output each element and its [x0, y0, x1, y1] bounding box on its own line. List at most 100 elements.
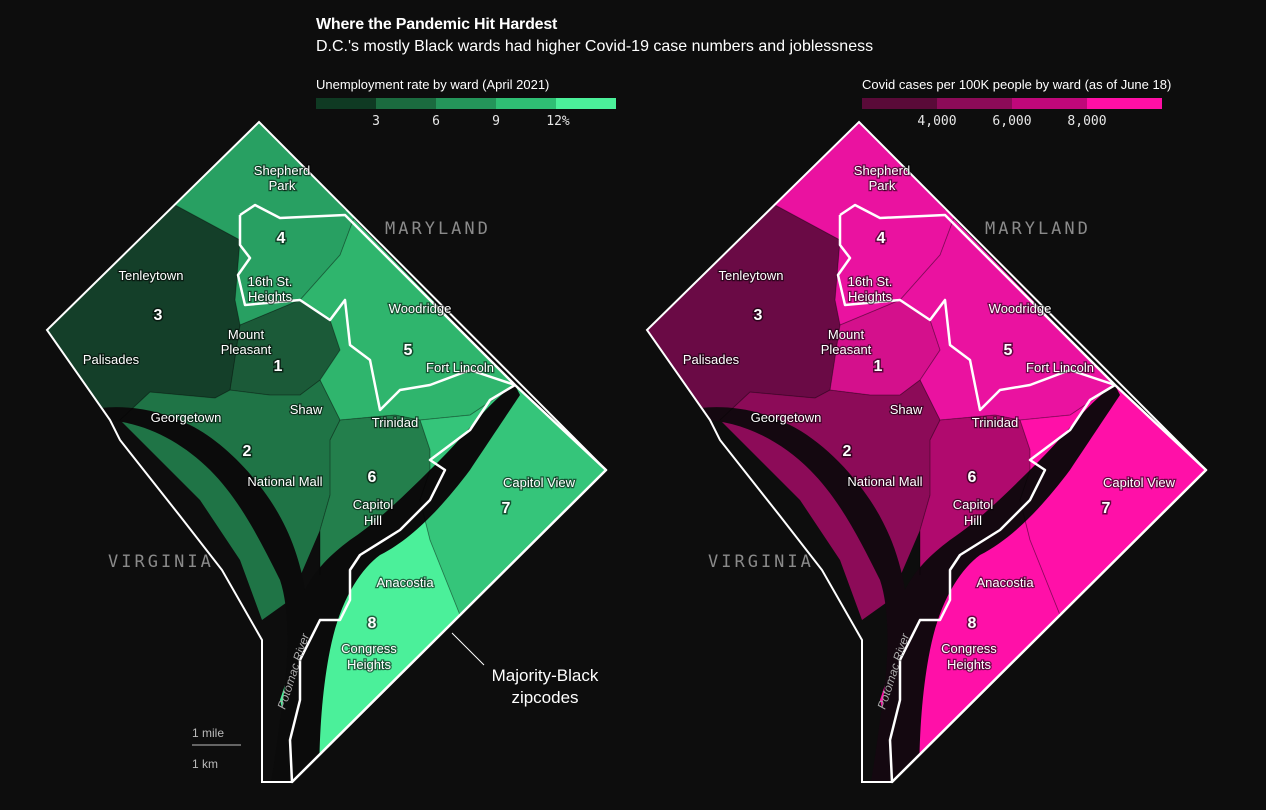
- label-shaw: Shaw: [290, 402, 323, 417]
- label-16th-st: 16th St.: [248, 274, 293, 289]
- label-congress-heights: Congress: [941, 641, 997, 656]
- label-capitol-hill: Capitol: [353, 497, 394, 512]
- label-national-mall: National Mall: [847, 474, 922, 489]
- ward-5-region: [900, 210, 1115, 420]
- map-covid: [645, 120, 1208, 784]
- ward-6-label: 6: [968, 469, 977, 486]
- label-congress-heights: Heights: [347, 657, 392, 672]
- ward-7-label: 7: [502, 500, 511, 517]
- label-anacostia: Anacostia: [376, 575, 434, 590]
- label-mount-pleasant: Pleasant: [221, 342, 272, 357]
- label-shepherd-park: Park: [269, 178, 296, 193]
- ward-4-label: 4: [277, 230, 286, 247]
- ward-1-region: [830, 300, 940, 395]
- label-georgetown: Georgetown: [751, 410, 822, 425]
- ward-3-label: 3: [754, 307, 763, 324]
- label-congress-heights: Heights: [947, 657, 992, 672]
- ward-7-region: [420, 385, 606, 615]
- label-capitol-hill: Capitol: [953, 497, 994, 512]
- legend-left-bar: [316, 98, 616, 109]
- ward-1-label: 1: [874, 358, 883, 375]
- ward-1-region: [230, 300, 340, 395]
- label-shepherd-park: Shepherd: [854, 163, 910, 178]
- label-national-mall: National Mall: [247, 474, 322, 489]
- ward-8-region: [880, 500, 1060, 780]
- ward-5-label: 5: [404, 342, 413, 359]
- chart-title: Where the Pandemic Hit Hardest: [316, 16, 558, 33]
- scale-km-label: 1 km: [192, 757, 218, 771]
- annotation-majority-black: Majority-Black: [492, 666, 599, 685]
- label-woodridge: Woodridge: [989, 301, 1052, 316]
- majority-black-outline-inner: [836, 215, 1116, 412]
- legend-swatch: [316, 98, 376, 109]
- ward-1-label: 1: [274, 358, 283, 375]
- ward-5-region: [300, 210, 515, 420]
- legend-right-bar: [862, 98, 1162, 109]
- ward-4-region: [775, 122, 955, 325]
- label-mount-pleasant: Mount: [828, 327, 865, 342]
- legend-left-tick: 12%: [546, 114, 570, 129]
- label-fort-lincoln: Fort Lincoln: [1026, 360, 1094, 375]
- majority-black-outline-inner: [236, 215, 516, 412]
- label-capitol-view: Capitol View: [1103, 475, 1176, 490]
- legend-swatch: [556, 98, 616, 109]
- label-trinidad: Trinidad: [972, 415, 1018, 430]
- legend-swatch: [862, 98, 937, 109]
- ward-7-label: 7: [1102, 500, 1111, 517]
- ward-6-region: [920, 415, 1030, 575]
- map-unemployment: [45, 120, 608, 784]
- label-tenleytown: Tenleytown: [718, 268, 783, 283]
- label-woodridge: Woodridge: [389, 301, 452, 316]
- label-mount-pleasant: Pleasant: [821, 342, 872, 357]
- ward-8-region: [280, 500, 460, 780]
- label-capitol-hill: Hill: [964, 513, 982, 528]
- label-anacostia: Anacostia: [976, 575, 1034, 590]
- legend-right-title: Covid cases per 100K people by ward (as …: [862, 77, 1172, 92]
- label-shaw: Shaw: [890, 402, 923, 417]
- legend-left-tick: 9: [492, 114, 500, 129]
- label-trinidad: Trinidad: [372, 415, 418, 430]
- majority-black-outline: [239, 203, 608, 784]
- label-mount-pleasant: Mount: [228, 327, 265, 342]
- label-palisades: Palisades: [83, 352, 140, 367]
- legend-left-tick: 3: [372, 114, 380, 129]
- legend-right-tick: 6,000: [992, 114, 1032, 129]
- ward-2-label: 2: [843, 443, 852, 460]
- legend-left-title: Unemployment rate by ward (April 2021): [316, 77, 550, 92]
- label-georgetown: Georgetown: [151, 410, 222, 425]
- legend-swatch: [376, 98, 436, 109]
- virginia-label: VIRGINIA: [108, 552, 214, 572]
- label-tenleytown: Tenleytown: [118, 268, 183, 283]
- scale-mile-label: 1 mile: [192, 726, 224, 740]
- right-labels: MARYLAND VIRGINIA Shepherd Park 4 Tenley…: [682, 162, 1177, 711]
- label-capitol-view: Capitol View: [503, 475, 576, 490]
- label-16th-st: Heights: [848, 289, 893, 304]
- legend-swatch: [1012, 98, 1087, 109]
- river-water: [100, 385, 520, 782]
- legend-swatch: [436, 98, 496, 109]
- ward-3-region: [647, 205, 840, 420]
- legend-left-tick: 6: [432, 114, 440, 129]
- ward-6-region: [320, 415, 430, 575]
- ward-3-region: [47, 205, 240, 420]
- legend-right-tick: 8,000: [1067, 114, 1107, 129]
- ward-6-label: 6: [368, 469, 377, 486]
- ward-8-label: 8: [368, 615, 377, 632]
- ward-7-region: [1020, 385, 1206, 615]
- maryland-label: MARYLAND: [385, 219, 491, 239]
- annotation-majority-black: zipcodes: [511, 688, 578, 707]
- ward-4-region: [175, 122, 355, 325]
- maryland-label: MARYLAND: [985, 219, 1091, 239]
- majority-black-outline: [839, 203, 1208, 784]
- ward-4-label: 4: [877, 230, 886, 247]
- legend-swatch: [1087, 98, 1162, 109]
- ward-5-label: 5: [1004, 342, 1013, 359]
- annotation-leader-line: [451, 632, 485, 666]
- label-16th-st: 16th St.: [848, 274, 893, 289]
- ward-8-label: 8: [968, 615, 977, 632]
- label-shepherd-park: Park: [869, 178, 896, 193]
- label-fort-lincoln: Fort Lincoln: [426, 360, 494, 375]
- label-capitol-hill: Hill: [364, 513, 382, 528]
- ward-3-label: 3: [154, 307, 163, 324]
